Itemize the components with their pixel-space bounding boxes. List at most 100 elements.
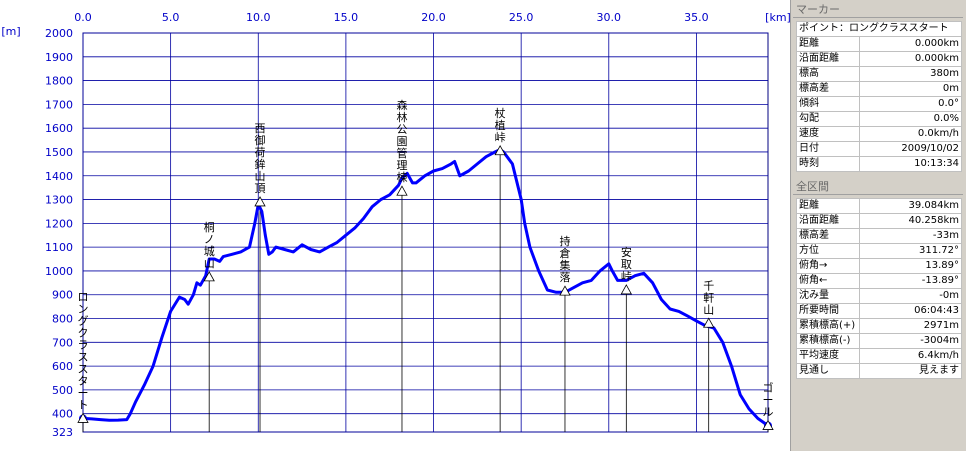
x-tick-label: 10.0 — [246, 11, 271, 24]
range-info-row: 沈み量 -0m — [796, 288, 962, 304]
x-tick-label: 20.0 — [421, 11, 446, 24]
y-tick-label: 700 — [52, 336, 73, 349]
range-info-row-key: 俯角← — [796, 273, 860, 289]
range-info-row-key: 方位 — [796, 243, 860, 259]
marker-info-row-value: 0.0° — [859, 96, 962, 112]
range-info-row: 累積標高(+) 2971m — [796, 318, 962, 334]
range-info-row: 標高差 -33m — [796, 228, 962, 244]
range-info-row: 累積標高(-) -3004m — [796, 333, 962, 349]
marker-info-row: 時刻 10:13:34 — [796, 156, 962, 172]
marker-label: 千軒山 — [703, 279, 714, 316]
range-info-row: 方位 311.72° — [796, 243, 962, 259]
marker-info-row: 日付 2009/10/02 — [796, 141, 962, 157]
marker-info-table: ポイント：ロングクラススタート 距離 0.000km 沿面距離 0.000km 標高 38… — [796, 21, 962, 172]
y-unit-label: [m] — [1, 25, 20, 38]
marker-info-row-value: 0.0% — [859, 111, 962, 127]
marker-info-row-key: 時刻 — [796, 156, 860, 172]
marker-label: 森林公園管理棟 — [396, 98, 407, 184]
x-tick-label: 30.0 — [597, 11, 622, 24]
range-info-row: 俯角← -13.89° — [796, 273, 962, 289]
marker-info-row-key: 標高 — [796, 66, 860, 82]
marker-triangle — [494, 144, 506, 156]
x-tick-label: 5.0 — [162, 11, 180, 24]
marker-info-row-value: 2009/10/02 — [859, 141, 962, 157]
y-tick-label: 1700 — [45, 98, 73, 111]
y-tick-label: 1500 — [45, 146, 73, 159]
marker-info-row: 標高 380m — [796, 66, 962, 82]
range-info-row-key: 所要時間 — [796, 303, 860, 319]
range-info-row-value: 6.4km/h — [859, 348, 962, 364]
marker-info-row: 速度 0.0km/h — [796, 126, 962, 142]
x-tick-label: 35.0 — [684, 11, 709, 24]
x-tick-label: 0.0 — [74, 11, 92, 24]
marker-info-row-key: 距離 — [796, 36, 860, 52]
y-tick-label: 600 — [52, 360, 73, 373]
range-info-row: 沿面距離 40.258km — [796, 213, 962, 229]
y-tick-label: 2000 — [45, 27, 73, 40]
marker-triangle — [203, 271, 215, 282]
y-tick-label: 1600 — [45, 122, 73, 135]
range-info-row-value: -33m — [859, 228, 962, 244]
marker-info-row-key: 標高差 — [796, 81, 860, 97]
y-tick-label: 323 — [52, 426, 73, 439]
range-info-table: 距離 39.084km 沿面距離 40.258km 標高差 -33m 方位 311.72° 俯角… — [796, 198, 962, 379]
range-info-row-key: 見通し — [796, 363, 860, 379]
marker-triangle — [77, 412, 89, 423]
range-panel-title: 全区間 — [793, 179, 963, 195]
x-tick-label: 15.0 — [334, 11, 359, 24]
marker-label: 桐ノ城山 — [204, 220, 215, 270]
range-info-row-value: 40.258km — [859, 213, 962, 229]
y-tick-label: 1900 — [45, 51, 73, 64]
y-tick-label: 1300 — [45, 194, 73, 207]
range-info-row-key: 沿面距離 — [796, 213, 860, 229]
range-info-row-value: 2971m — [859, 318, 962, 334]
elevation-series-line — [82, 148, 769, 427]
range-info-row-key: 標高差 — [796, 228, 860, 244]
y-tick-label: 400 — [52, 408, 73, 421]
range-info-row: 見通し 見えます — [796, 363, 962, 379]
marker-triangle — [762, 419, 774, 430]
marker-triangle — [620, 284, 632, 295]
marker-info-row-key: 勾配 — [796, 111, 860, 127]
marker-triangle — [396, 185, 408, 196]
range-info-row-key: 累積標高(+) — [796, 318, 860, 334]
marker-triangle — [703, 317, 715, 328]
range-info-row-value: 見えます — [859, 363, 962, 379]
marker-info-row-key: 傾斜 — [796, 96, 860, 112]
marker-info-row: 勾配 0.0% — [796, 111, 962, 127]
elevation-profile-chart[interactable]: 2000 1900 1800 1700 1600 1500 1400 1300 1200 1100… — [0, 0, 790, 451]
marker-info-row-value: 0m — [859, 81, 962, 97]
range-info-row-value: 39.084km — [859, 198, 962, 214]
range-info-row: 所要時間 06:04:43 — [796, 303, 962, 319]
range-info-row-key: 沈み量 — [796, 288, 860, 304]
marker-info-row-value: 0.000km — [859, 36, 962, 52]
range-info-row-value: -0m — [859, 288, 962, 304]
y-tick-label: 1200 — [45, 217, 73, 230]
marker-info-row: 標高差 0m — [796, 81, 962, 97]
info-sidebar: マーカー ポイント：ロングクラススタート 距離 0.000km 沿面距離 0.000k… — [790, 0, 966, 451]
marker-info-row: 沿面距離 0.000km — [796, 51, 962, 67]
elevation-profile-svg[interactable]: 2000 1900 1800 1700 1600 1500 1400 1300 1200 1100… — [0, 0, 790, 451]
y-tick-label: 1400 — [45, 170, 73, 183]
range-info-row-value: -13.89° — [859, 273, 962, 289]
x-unit-label: [km] — [765, 11, 790, 24]
y-tick-label: 1000 — [45, 265, 73, 278]
range-info-row-value: -3004m — [859, 333, 962, 349]
range-info-row: 距離 39.084km — [796, 198, 962, 214]
range-info-row-value: 13.89° — [859, 258, 962, 274]
marker-info-row-key: 日付 — [796, 141, 860, 157]
range-info-row: 俯角→ 13.89° — [796, 258, 962, 274]
marker-panel-title: マーカー — [793, 2, 963, 18]
y-tick-label: 1100 — [45, 241, 73, 254]
marker-label: 西御荷鉾山頂 — [255, 122, 266, 195]
marker-label: ゴール — [763, 381, 774, 419]
marker-triangle — [559, 285, 571, 296]
marker-label: ロングクラススタート — [78, 290, 89, 411]
marker-info-row: 距離 0.000km — [796, 36, 962, 52]
marker-triangle — [254, 196, 266, 207]
range-info-row-key: 距離 — [796, 198, 860, 214]
marker-label: 持倉集落 — [559, 234, 570, 284]
range-info-row: 平均速度 6.4km/h — [796, 348, 962, 364]
y-tick-label: 500 — [52, 384, 73, 397]
range-info-row-key: 累積標高(-) — [796, 333, 860, 349]
